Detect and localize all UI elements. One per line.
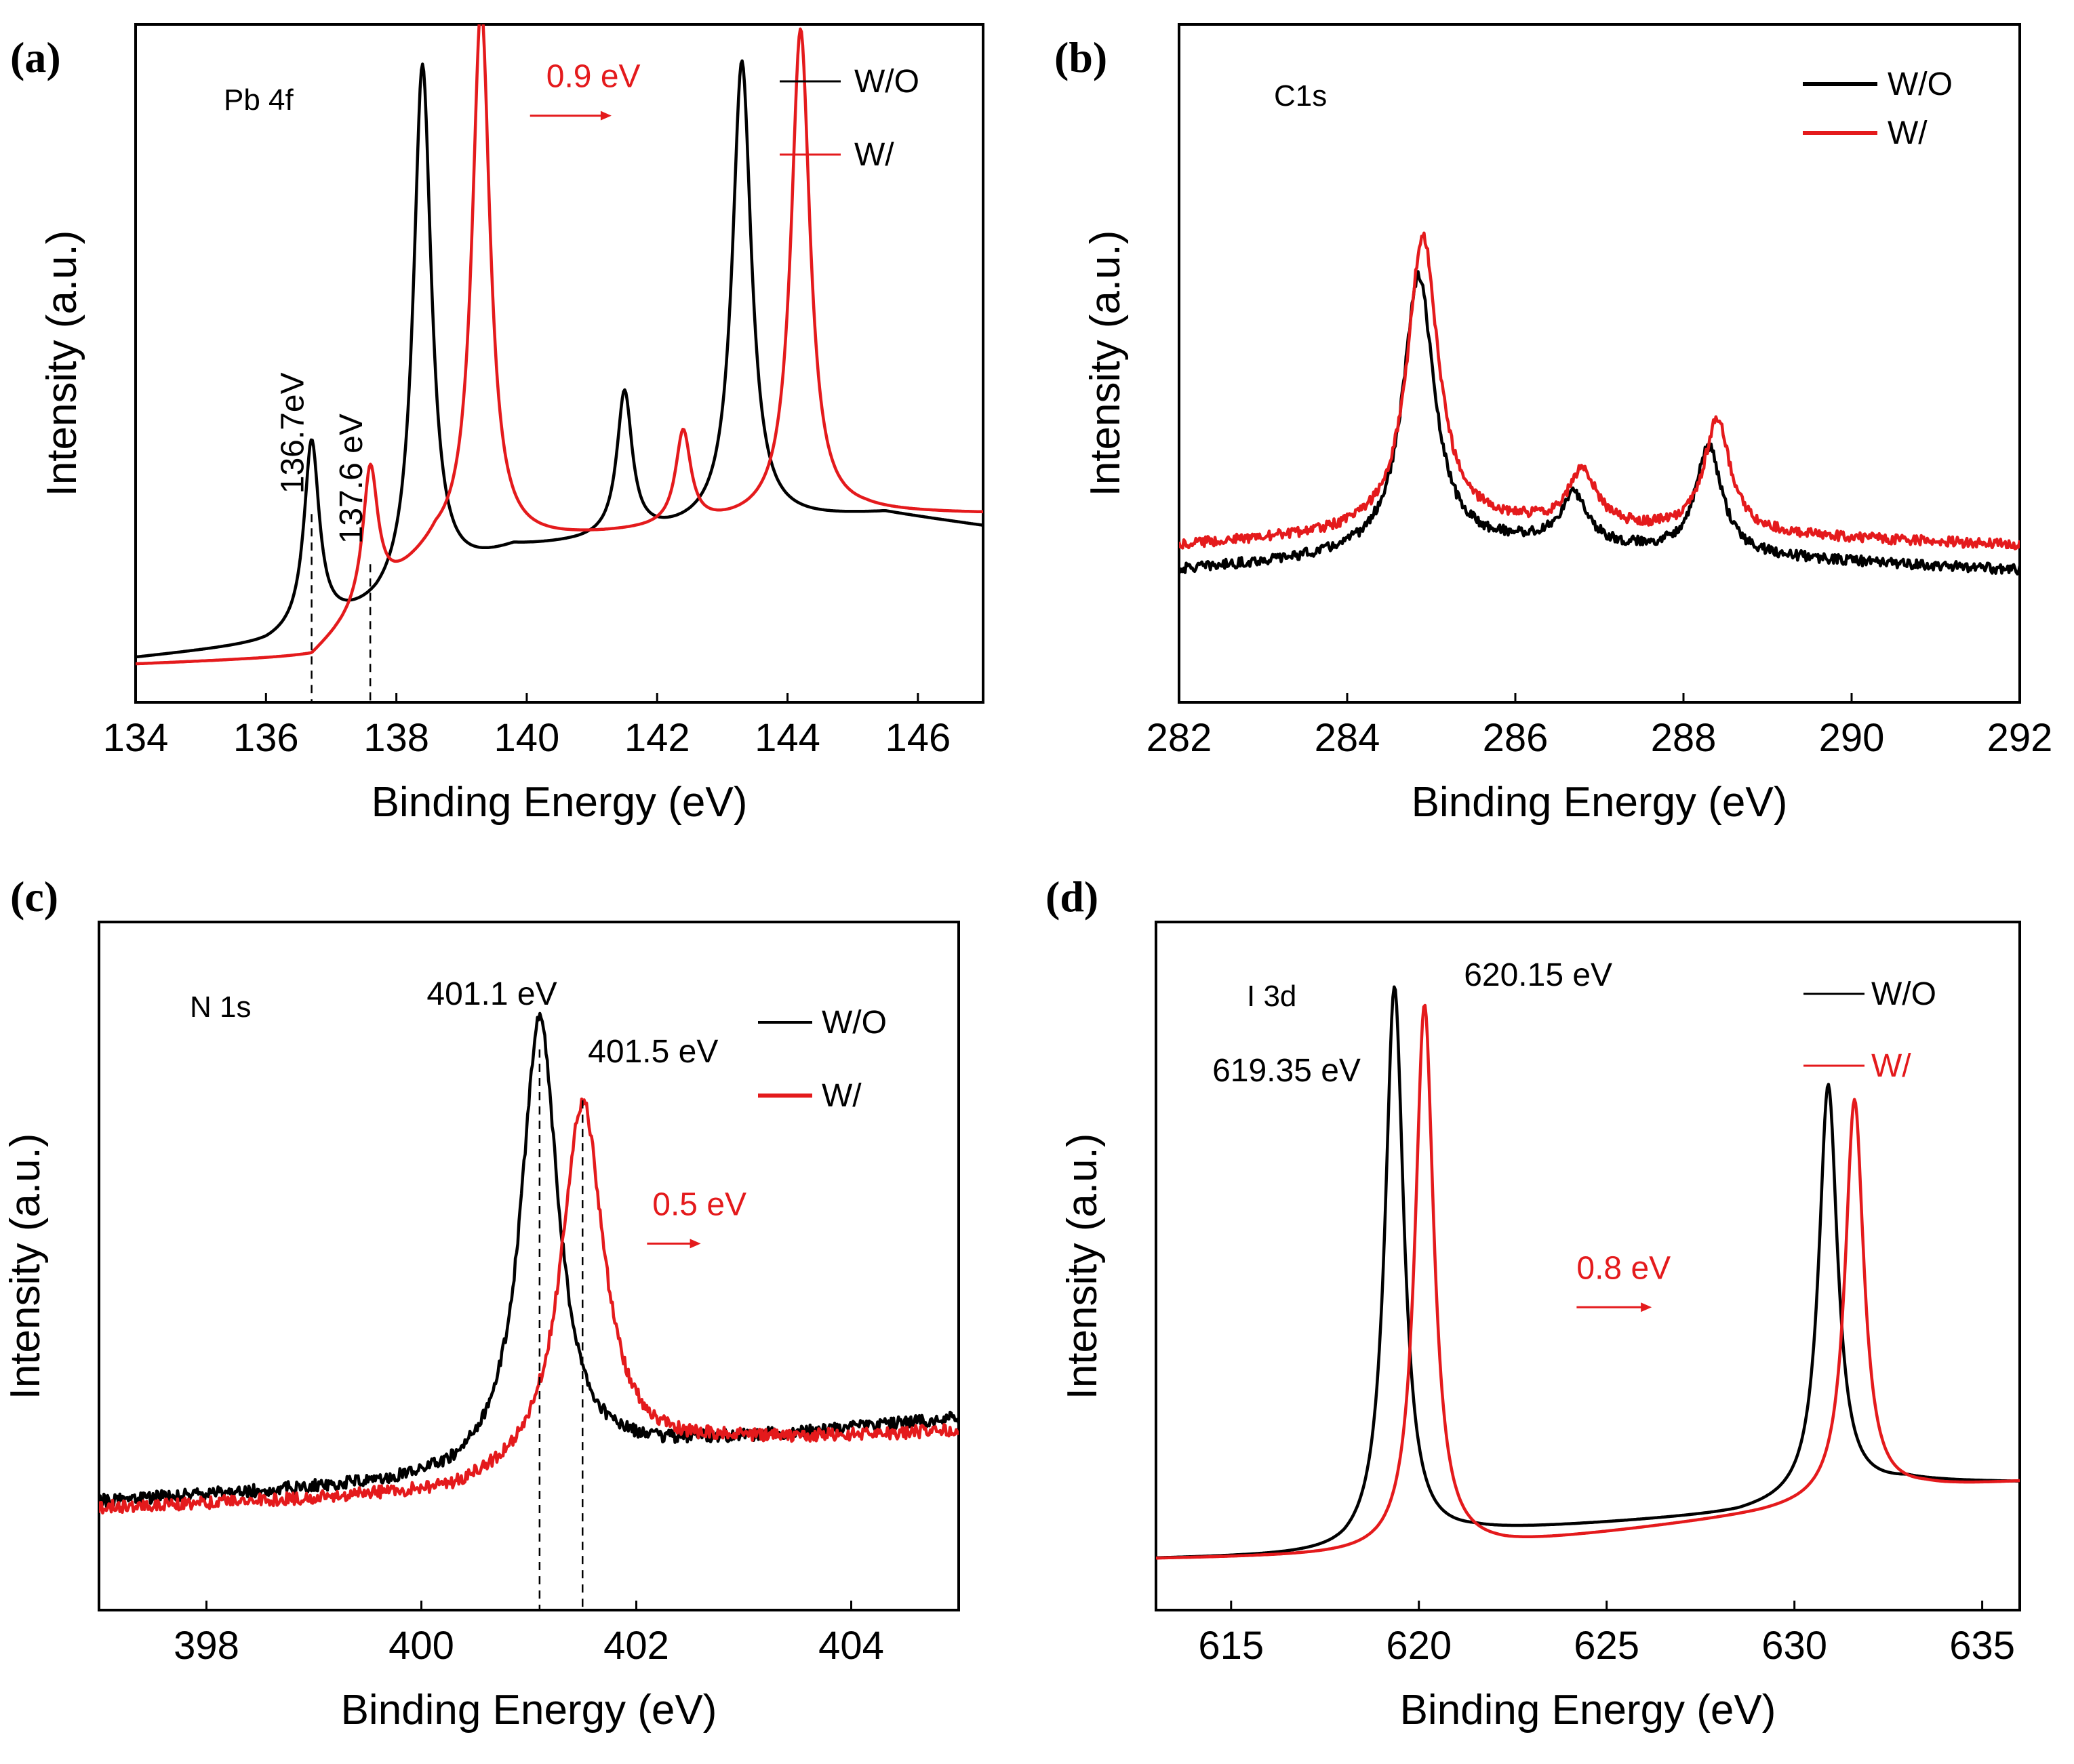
- legend-label-without: W/O: [1888, 66, 1953, 102]
- plot-frame: [1178, 23, 2021, 704]
- shift-arrow-head: [1641, 1302, 1652, 1312]
- x-tick-label: 138: [363, 716, 429, 760]
- series-line-with: [1156, 1003, 2020, 1560]
- panel-letter: (a): [10, 33, 61, 81]
- x-tick-label: 282: [1146, 716, 1212, 760]
- legend-label-with: W/: [854, 137, 894, 173]
- shift-label: 0.9 eV: [546, 59, 641, 95]
- x-tick-label: 630: [1761, 1624, 1827, 1668]
- x-tick-label: 404: [818, 1624, 884, 1668]
- shift-arrow-head: [690, 1239, 701, 1249]
- panel-letter: (b): [1054, 33, 1107, 81]
- spectrum-title: N 1s: [190, 990, 251, 1024]
- panel-d: (d) 615 620 625 630 635 619.35 eV 620.15 eV 0.8…: [1045, 873, 2021, 1733]
- legend: W/O W/: [1803, 66, 1953, 151]
- peak-label: 137.6 eV: [334, 414, 370, 544]
- plot-frame: [98, 921, 960, 1611]
- x-tick-label: 144: [755, 716, 820, 760]
- x-axis-title: Binding Energy (eV): [341, 1687, 717, 1733]
- series-line-with: [1179, 231, 2020, 550]
- x-tick-label: 398: [174, 1624, 239, 1668]
- x-tick-label: 142: [624, 716, 690, 760]
- y-axis-title: Intensity (a.u.): [1082, 230, 1129, 497]
- peak-label: 619.35 eV: [1212, 1053, 1361, 1089]
- series-line-with: [99, 1097, 959, 1515]
- panel-a: (a) 134 136 138 140 142 144 146 136.7eV 137.6 eV…: [10, 23, 984, 826]
- series-line-with: [136, 24, 983, 666]
- x-tick-label: 402: [603, 1624, 669, 1668]
- x-tick-label: 134: [103, 716, 169, 760]
- legend-label-with: W/: [822, 1078, 862, 1114]
- peak-label: 136.7eV: [275, 372, 311, 494]
- spectrum-title: Pb 4f: [224, 83, 294, 117]
- x-tick-label: 625: [1574, 1624, 1639, 1668]
- shift-label: 0.8 eV: [1576, 1250, 1671, 1286]
- peak-label: 620.15 eV: [1464, 957, 1612, 993]
- plot-frame: [1155, 921, 2021, 1611]
- x-tick-label: 146: [885, 716, 951, 760]
- legend-label-without: W/O: [1871, 976, 1936, 1012]
- x-tick-label: 620: [1386, 1624, 1452, 1668]
- peak-label: 401.5 eV: [588, 1034, 718, 1070]
- x-tick-label: 290: [1819, 716, 1885, 760]
- x-tick-label: 292: [1987, 716, 2053, 760]
- x-tick-label: 286: [1483, 716, 1549, 760]
- legend-label-without: W/O: [822, 1005, 887, 1041]
- y-axis-title: Intensity (a.u.): [1059, 1134, 1106, 1400]
- panel-b: (b) 282 284 286 288 290 292 C1s W/O W/ Bindin…: [1054, 23, 2053, 826]
- x-tick-label: 288: [1651, 716, 1717, 760]
- peak-label: 401.1 eV: [426, 976, 557, 1012]
- x-tick-label: 615: [1198, 1624, 1264, 1668]
- shift-arrow-head: [600, 111, 612, 121]
- series-line-without: [1179, 270, 2020, 576]
- panel-letter: (d): [1045, 873, 1098, 921]
- x-axis-title: Binding Energy (eV): [1412, 779, 1788, 826]
- shift-label: 0.5 eV: [652, 1186, 746, 1222]
- x-tick-label: 136: [233, 716, 299, 760]
- x-tick-label: 140: [494, 716, 560, 760]
- legend: W/O W/: [780, 64, 919, 173]
- x-axis-title: Binding Energy (eV): [1400, 1687, 1776, 1733]
- spectrum-title: I 3d: [1247, 980, 1296, 1013]
- x-tick-label: 635: [1949, 1624, 2015, 1668]
- legend: W/O W/: [1803, 976, 1936, 1084]
- y-axis-title: Intensity (a.u.): [2, 1134, 49, 1400]
- plot-frame: [134, 23, 984, 704]
- series-line-without: [136, 59, 983, 659]
- y-axis-title: Intensity (a.u.): [39, 230, 85, 497]
- legend-label-without: W/O: [854, 64, 919, 100]
- x-tick-label: 284: [1315, 716, 1380, 760]
- x-tick-label: 400: [388, 1624, 454, 1668]
- series-line-without: [1156, 985, 2020, 1560]
- panel-letter: (c): [10, 873, 58, 921]
- spectrum-title: C1s: [1274, 79, 1327, 113]
- legend-label-with: W/: [1871, 1048, 1911, 1084]
- panel-c: (c) 398 400 402 404 401.1 eV 401.5 eV 0.5 eV N…: [2, 873, 960, 1733]
- x-axis-title: Binding Energy (eV): [372, 779, 748, 826]
- legend-label-with: W/: [1888, 115, 1928, 151]
- legend: W/O W/: [758, 1005, 887, 1114]
